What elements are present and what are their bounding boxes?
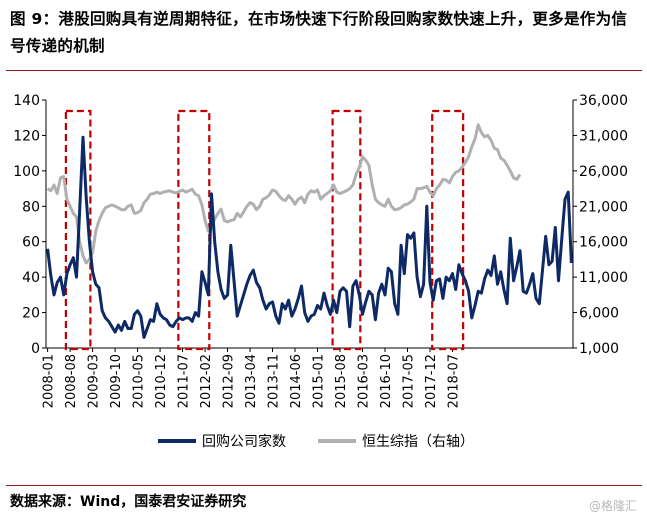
source-divider [6,485,642,486]
x-axis-tick-label: 2013-04 [244,354,259,408]
left-axis-tick-label: 60 [22,235,40,251]
x-axis-tick-label: 2017-12 [424,354,439,408]
left-axis-tick-label: 0 [31,341,40,357]
x-axis-tick-label: 2013-11 [267,354,282,408]
x-axis-tick-label: 2009-10 [109,354,124,408]
x-axis-tick-label: 2011-07 [177,354,192,408]
highlight-box [64,109,92,351]
x-axis-tick-label: 2010-12 [154,354,169,408]
title-divider [6,70,642,71]
right-axis-tick-label: 1,000 [579,341,619,357]
legend-item-repurchase: 回购公司家数 [158,431,286,451]
right-axis-tick-label: 16,000 [579,235,628,251]
x-axis-tick-label: 2015-01 [312,354,327,408]
chart-area: 0 20 40 60 80 100 120 140 1,000 6,000 11,000 16,000… [13,93,628,408]
legend-swatch-navy [158,439,196,443]
x-axis-tick-label: 2018-07 [446,354,461,408]
x-axis-tick-label: 2015-08 [334,354,349,408]
left-axis-tick-label: 120 [13,128,40,144]
legend-label-hsci: 恒生综指（右轴） [362,434,474,450]
highlight-box [431,109,465,351]
left-axis-tick-label: 40 [22,270,40,286]
chart-title: 图 9：港股回购具有逆周期特征，在市场快速下行阶段回购家数快速上升，更多是作为信… [10,10,628,55]
right-axis-tick-label: 36,000 [579,93,628,109]
x-axis-tick-label: 2009-03 [87,354,102,408]
x-axis-tick-label: 2016-10 [379,354,394,408]
x-axis-tick-label: 2012-02 [199,354,214,408]
highlight-box [331,109,362,351]
left-axis-tick-label: 80 [22,199,40,215]
right-axis-tick-label: 31,000 [579,128,628,144]
x-axis-tick-label: 2014-06 [289,354,304,408]
legend-swatch-gray [318,439,356,443]
left-axis-tick-label: 140 [13,93,40,109]
right-axis-tick-label: 26,000 [579,164,628,180]
right-axis-tick-label: 6,000 [579,306,619,322]
right-axis-tick-label: 11,000 [579,270,628,286]
x-axis-tick-label: 2012-09 [222,354,237,408]
x-axis-tick-label: 2010-05 [132,354,147,408]
series-line-repurchase [46,135,573,339]
legend-item-hsci: 恒生综指（右轴） [318,431,474,451]
x-axis-tick-label: 2008-08 [64,354,79,408]
right-axis-tick-label: 21,000 [579,199,628,215]
watermark: @格隆汇 [588,499,637,513]
x-axis-tick-label: 2008-01 [42,354,57,408]
left-axis-tick-label: 20 [22,306,40,322]
source-note: 数据来源：Wind，国泰君安证券研究 [10,494,247,510]
x-axis-tick-label: 2017-05 [402,354,417,408]
x-axis-tick-label: 2016-03 [357,354,372,408]
left-axis-tick-label: 100 [13,164,40,180]
legend-label-repurchase: 回购公司家数 [202,434,286,450]
series-line-hsci [46,123,522,265]
